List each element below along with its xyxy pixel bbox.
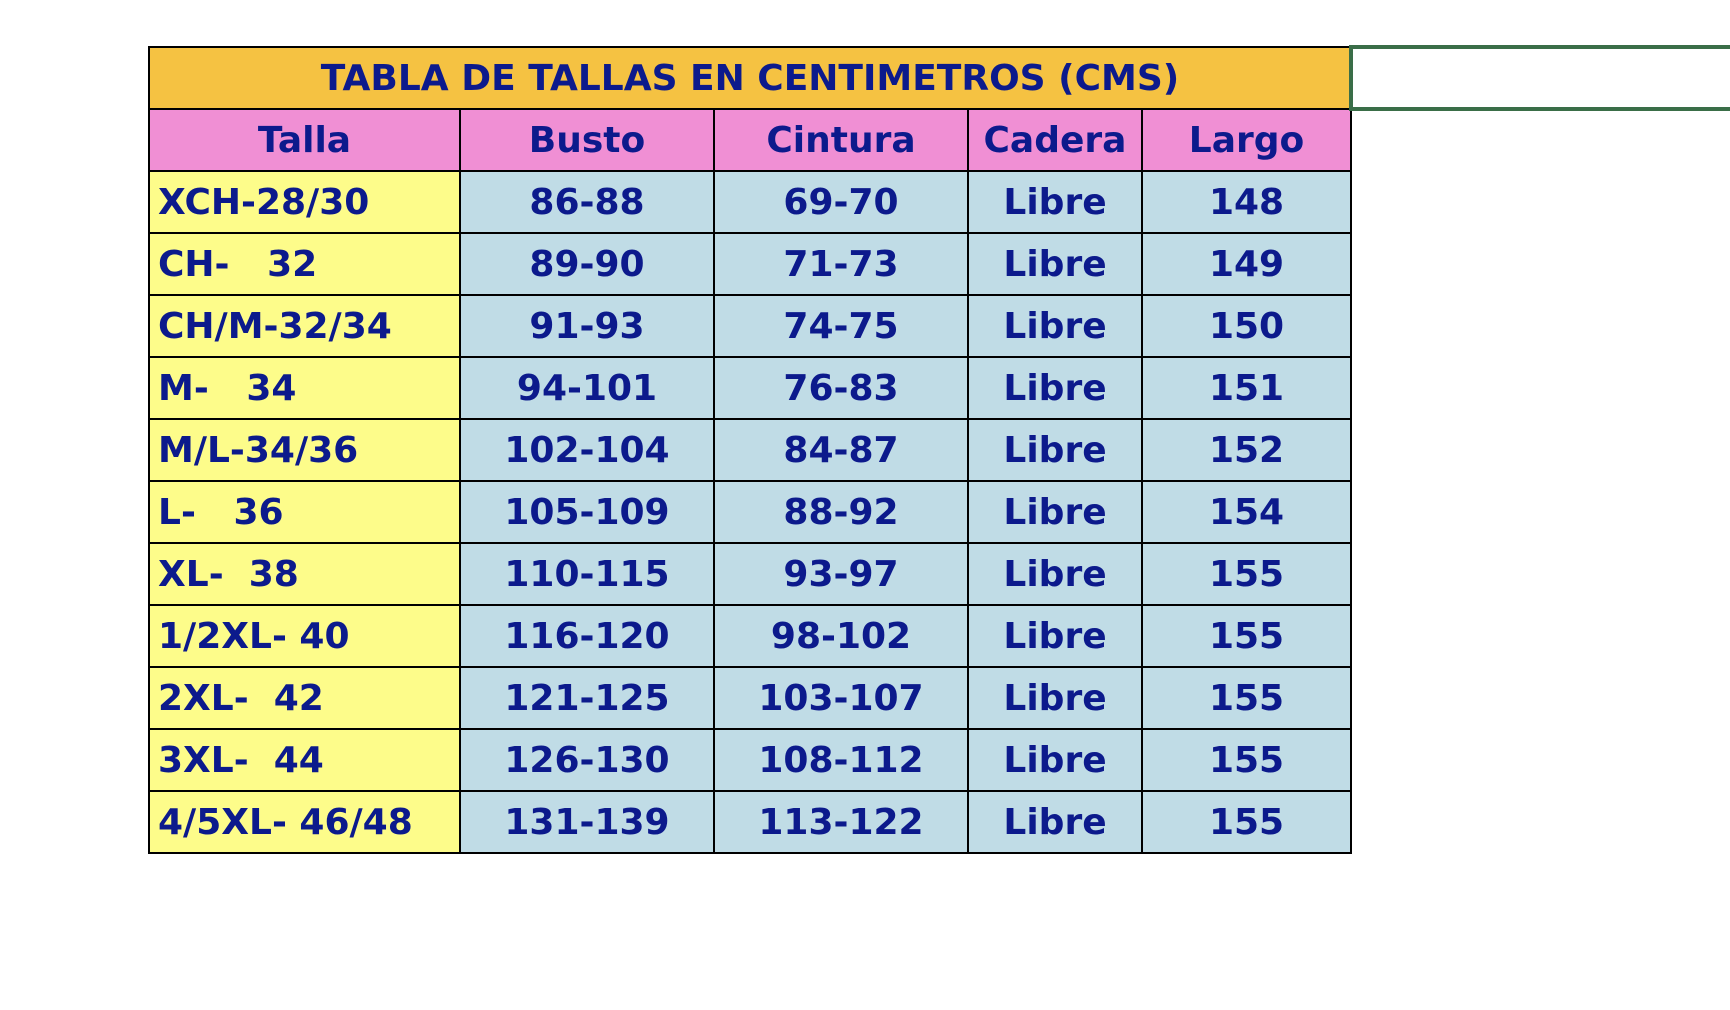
cell-largo[interactable]: 155	[1140, 542, 1353, 606]
table-row: M- 34 94-101 76-83 Libre 151	[148, 356, 1353, 420]
table-title[interactable]: TABLA DE TALLAS EN CENTIMETROS (CMS)	[147, 46, 1353, 110]
cell-busto[interactable]: 126-130	[459, 728, 715, 792]
cell-cadera[interactable]: Libre	[967, 418, 1143, 482]
cell-cadera[interactable]: Libre	[967, 790, 1143, 854]
cell-busto[interactable]: 116-120	[459, 604, 715, 668]
header-row: Talla Busto Cintura Cadera Largo	[148, 108, 1353, 172]
cell-cintura[interactable]: 108-112	[713, 728, 969, 792]
cell-talla[interactable]: 2XL- 42	[148, 666, 461, 730]
cell-busto[interactable]: 121-125	[459, 666, 715, 730]
cell-largo[interactable]: 155	[1140, 666, 1353, 730]
selected-cell[interactable]	[1349, 45, 1730, 111]
table-row: 4/5XL- 46/48 131-139 113-122 Libre 155	[148, 790, 1353, 854]
cell-talla[interactable]: M- 34	[148, 356, 461, 420]
cell-cintura[interactable]: 88-92	[713, 480, 969, 544]
cell-cintura[interactable]: 98-102	[713, 604, 969, 668]
cell-cadera[interactable]: Libre	[967, 728, 1143, 792]
cell-talla[interactable]: L- 36	[148, 480, 461, 544]
cell-talla[interactable]: 3XL- 44	[148, 728, 461, 792]
cell-busto[interactable]: 86-88	[459, 170, 715, 234]
table-row: XCH-28/30 86-88 69-70 Libre 148	[148, 170, 1353, 234]
cell-cadera[interactable]: Libre	[967, 604, 1143, 668]
cell-busto[interactable]: 102-104	[459, 418, 715, 482]
cell-cadera[interactable]: Libre	[967, 542, 1143, 606]
cell-cadera[interactable]: Libre	[967, 356, 1143, 420]
table-row: CH/M-32/34 91-93 74-75 Libre 150	[148, 294, 1353, 358]
cell-cadera[interactable]: Libre	[967, 480, 1143, 544]
cell-talla[interactable]: XL- 38	[148, 542, 461, 606]
table-row: 2XL- 42 121-125 103-107 Libre 155	[148, 666, 1353, 730]
cell-talla[interactable]: M/L-34/36	[148, 418, 461, 482]
cell-busto[interactable]: 131-139	[459, 790, 715, 854]
table-row: 1/2XL- 40 116-120 98-102 Libre 155	[148, 604, 1353, 668]
cell-cintura[interactable]: 69-70	[713, 170, 969, 234]
cell-cintura[interactable]: 93-97	[713, 542, 969, 606]
cell-cintura[interactable]: 76-83	[713, 356, 969, 420]
cell-cintura[interactable]: 84-87	[713, 418, 969, 482]
cell-largo[interactable]: 151	[1140, 356, 1353, 420]
table-row: 3XL- 44 126-130 108-112 Libre 155	[148, 728, 1353, 792]
column-header-talla[interactable]: Talla	[148, 108, 461, 172]
table-row: XL- 38 110-115 93-97 Libre 155	[148, 542, 1353, 606]
cell-largo[interactable]: 155	[1140, 790, 1353, 854]
cell-busto[interactable]: 94-101	[459, 356, 715, 420]
size-chart-table: TABLA DE TALLAS EN CENTIMETROS (CMS) Tal…	[147, 46, 1353, 854]
cell-cintura[interactable]: 74-75	[713, 294, 969, 358]
cell-busto[interactable]: 105-109	[459, 480, 715, 544]
cell-cadera[interactable]: Libre	[967, 666, 1143, 730]
cell-talla[interactable]: CH/M-32/34	[148, 294, 461, 358]
cell-busto[interactable]: 91-93	[459, 294, 715, 358]
cell-busto[interactable]: 110-115	[459, 542, 715, 606]
cell-talla[interactable]: CH- 32	[148, 232, 461, 296]
cell-talla[interactable]: 1/2XL- 40	[148, 604, 461, 668]
cell-cintura[interactable]: 113-122	[713, 790, 969, 854]
cell-talla[interactable]: 4/5XL- 46/48	[148, 790, 461, 854]
column-header-busto[interactable]: Busto	[459, 108, 715, 172]
column-header-cadera[interactable]: Cadera	[967, 108, 1143, 172]
cell-largo[interactable]: 155	[1140, 604, 1353, 668]
table-row: M/L-34/36 102-104 84-87 Libre 152	[148, 418, 1353, 482]
cell-cintura[interactable]: 103-107	[713, 666, 969, 730]
cell-largo[interactable]: 149	[1140, 232, 1353, 296]
column-header-cintura[interactable]: Cintura	[713, 108, 969, 172]
cell-busto[interactable]: 89-90	[459, 232, 715, 296]
cell-cadera[interactable]: Libre	[967, 294, 1143, 358]
cell-largo[interactable]: 152	[1140, 418, 1353, 482]
cell-largo[interactable]: 155	[1140, 728, 1353, 792]
cell-cadera[interactable]: Libre	[967, 232, 1143, 296]
column-header-largo[interactable]: Largo	[1140, 108, 1353, 172]
cell-largo[interactable]: 148	[1140, 170, 1353, 234]
cell-talla[interactable]: XCH-28/30	[148, 170, 461, 234]
cell-cadera[interactable]: Libre	[967, 170, 1143, 234]
cell-largo[interactable]: 154	[1140, 480, 1353, 544]
table-row: CH- 32 89-90 71-73 Libre 149	[148, 232, 1353, 296]
cell-cintura[interactable]: 71-73	[713, 232, 969, 296]
cell-largo[interactable]: 150	[1140, 294, 1353, 358]
table-row: L- 36 105-109 88-92 Libre 154	[148, 480, 1353, 544]
